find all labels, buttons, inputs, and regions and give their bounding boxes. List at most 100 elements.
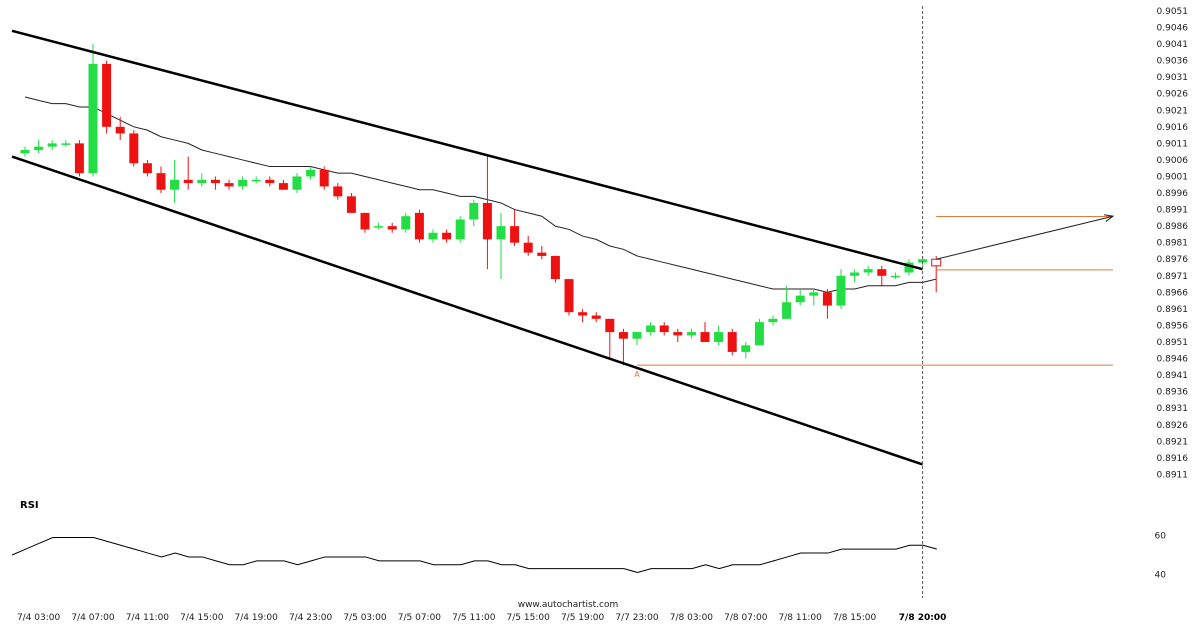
price-tick-label: 0.9016	[1157, 123, 1189, 133]
price-tick-label: 0.8941	[1157, 371, 1189, 381]
candle-body	[183, 179, 193, 184]
rsi-tick-label: 40	[1155, 570, 1167, 580]
candle-body	[210, 179, 220, 184]
candle	[292, 173, 302, 194]
candle	[333, 183, 343, 200]
candle-body	[306, 169, 316, 177]
channel-upper-line	[11, 29, 923, 271]
candle	[618, 328, 628, 366]
candle-body	[700, 332, 710, 342]
rsi-tick-label: 60	[1155, 532, 1167, 542]
candle	[102, 60, 112, 134]
candle	[605, 318, 615, 359]
price-tick-label: 0.8946	[1157, 355, 1189, 365]
time-tick-label: 7/4 07:00	[71, 613, 115, 623]
candle	[877, 265, 887, 286]
candle-body	[469, 202, 479, 220]
candle	[564, 279, 574, 316]
candle-body	[387, 226, 397, 230]
candle	[142, 159, 152, 177]
candle-body	[333, 186, 343, 197]
price-tick-label: 0.8911	[1157, 470, 1189, 480]
candle	[251, 176, 261, 184]
candle	[74, 140, 84, 177]
price-tick-label: 0.9051	[1157, 7, 1189, 17]
candle	[238, 176, 248, 190]
candle-body	[74, 143, 84, 174]
price-tick-label: 0.8916	[1157, 454, 1189, 464]
candle-body	[618, 332, 628, 339]
candle	[578, 308, 588, 323]
price-tick-label: 0.8986	[1157, 222, 1189, 232]
moving-average-layer	[24, 96, 937, 293]
candle	[700, 322, 710, 342]
candle-body	[836, 275, 846, 306]
time-tick-label: 7/7 23:00	[615, 613, 659, 623]
rsi-title: RSI	[20, 500, 39, 511]
candle-body	[727, 332, 737, 352]
candle-body	[632, 332, 642, 339]
time-tick-label: 7/8 07:00	[724, 613, 768, 623]
candle-body	[251, 179, 261, 182]
price-tick-label: 0.9011	[1157, 139, 1189, 149]
candle-body	[88, 63, 98, 174]
candle	[822, 289, 832, 319]
price-tick-label: 0.9026	[1157, 90, 1189, 100]
candle	[156, 166, 166, 194]
candle	[197, 173, 207, 187]
candle-body	[782, 302, 792, 319]
price-tick-label: 0.8996	[1157, 189, 1189, 199]
candle	[809, 289, 819, 306]
price-tick-label: 0.8936	[1157, 388, 1189, 398]
candle-body	[360, 212, 370, 230]
candle-body	[918, 259, 928, 263]
candle-body	[904, 262, 914, 273]
candle	[863, 265, 873, 276]
candle-body	[47, 143, 57, 147]
candle-body	[822, 292, 832, 306]
candle	[727, 328, 737, 356]
candle-body	[414, 212, 424, 240]
candle	[360, 212, 370, 233]
candle-body	[197, 179, 207, 184]
time-tick-label: 7/4 15:00	[180, 613, 224, 623]
candle-body	[428, 232, 438, 240]
price-tick-label: 0.8956	[1157, 321, 1189, 331]
candle-body	[659, 325, 669, 333]
candle	[183, 156, 193, 190]
candle	[224, 179, 234, 190]
time-tick-label: 7/5 15:00	[507, 613, 551, 623]
time-tick-label: 7/5 19:00	[561, 613, 605, 623]
candle-body	[278, 183, 288, 190]
candle-body	[646, 325, 656, 333]
candle	[455, 216, 465, 243]
time-tick-label: 7/8 20:00	[899, 613, 947, 623]
candle	[20, 146, 30, 157]
rsi-line	[11, 537, 937, 574]
candle	[931, 255, 942, 293]
price-tick-label: 0.8966	[1157, 288, 1189, 298]
candle	[401, 212, 411, 233]
candle-body	[863, 269, 873, 273]
time-tick-label: 7/4 19:00	[235, 613, 279, 623]
candle-body	[455, 219, 465, 240]
candle-body	[129, 133, 139, 164]
candle-body	[741, 345, 751, 352]
candle-body	[850, 272, 860, 276]
candle-body	[115, 126, 125, 134]
candle	[646, 322, 656, 336]
candle	[890, 272, 900, 280]
candle	[659, 322, 669, 336]
candle	[47, 140, 57, 150]
candle-body	[346, 196, 356, 213]
candle-body	[564, 279, 574, 313]
price-tick-label: 0.9046	[1157, 24, 1189, 34]
time-tick-label: 7/5 03:00	[343, 613, 387, 623]
candle	[306, 166, 316, 180]
price-tick-label: 0.9001	[1157, 172, 1189, 182]
candle	[673, 328, 683, 342]
candle	[550, 255, 560, 283]
price-tick-label: 0.8961	[1157, 305, 1189, 315]
candle-body	[442, 232, 452, 240]
